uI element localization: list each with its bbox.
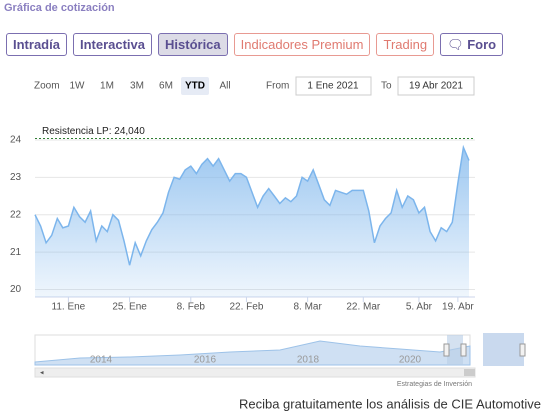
tab[interactable]: Trading [376, 33, 435, 56]
from-label: From [266, 81, 289, 92]
x-tick-label: 22. Feb [229, 302, 263, 313]
chat-icon: 🗨 [447, 37, 468, 52]
zoom-button[interactable]: 6M [159, 81, 173, 92]
navigator-area [34, 340, 471, 366]
x-tick-label: 8. Feb [177, 302, 206, 313]
x-tick-label: 22. Mar [346, 302, 381, 313]
zoom-button[interactable]: 1M [100, 81, 114, 92]
x-tick-label: 11. Ene [52, 302, 86, 313]
zoom-button[interactable]: YTD [185, 81, 205, 92]
resistance-label: Resistencia LP: 24,040 [42, 126, 145, 137]
to-date: 19 Abr 2021 [409, 81, 463, 92]
zoom-label: Zoom [34, 81, 60, 92]
tab[interactable]: 🗨 Foro [440, 33, 504, 56]
y-tick-label: 22 [10, 209, 22, 220]
navigator-handle[interactable] [460, 343, 467, 357]
navigator-handle[interactable] [519, 343, 526, 357]
zoom-button[interactable]: 1W [70, 81, 86, 92]
x-tick-label: 5. Abr [406, 302, 433, 313]
tab[interactable]: Indicadores Premium [233, 33, 371, 56]
navigator-handle[interactable] [443, 343, 450, 357]
tab[interactable]: Histórica [158, 33, 228, 56]
navigator-label: 2018 [297, 355, 320, 366]
y-tick-label: 20 [10, 284, 22, 295]
x-tick-label: 8. Mar [293, 302, 322, 313]
y-tick-label: 23 [10, 172, 22, 183]
navigator-label: 2020 [399, 355, 422, 366]
scroll-arrow[interactable]: ◂ [40, 369, 44, 376]
date-input[interactable] [397, 76, 475, 96]
scrollbar-thumb[interactable] [464, 369, 475, 376]
price-line [34, 144, 470, 266]
navigator-mask[interactable] [447, 335, 463, 365]
y-tick-label: 24 [10, 135, 22, 146]
page-title: Gráfica de cotización [4, 2, 115, 14]
footer-text: Reciba gratuitamente los análisis de CIE… [239, 396, 541, 411]
zoom-button[interactable]: All [219, 81, 230, 92]
tab[interactable]: Intradía [6, 33, 67, 56]
y-tick-label: 21 [10, 247, 22, 258]
tab-bar: Intradía Interactiva Histórica Indicadores … [6, 33, 504, 56]
navigator-frame [34, 334, 471, 366]
zoom-button-bg [181, 77, 209, 95]
to-label: To [381, 81, 392, 92]
date-input[interactable] [295, 76, 372, 96]
navigator-extra [483, 333, 524, 366]
navigator-label: 2016 [194, 355, 217, 366]
tab[interactable]: Interactiva [72, 33, 153, 56]
credits: Estrategias de Inversión [397, 381, 472, 388]
area-fill [35, 147, 469, 297]
x-tick-label: 25. Ene [112, 302, 147, 313]
from-date: 1 Ene 2021 [307, 81, 359, 92]
x-tick-label: 19. Abr [442, 302, 474, 313]
scrollbar[interactable] [34, 367, 476, 378]
navigator-label: 2014 [90, 355, 113, 366]
zoom-button[interactable]: 3M [130, 81, 144, 92]
